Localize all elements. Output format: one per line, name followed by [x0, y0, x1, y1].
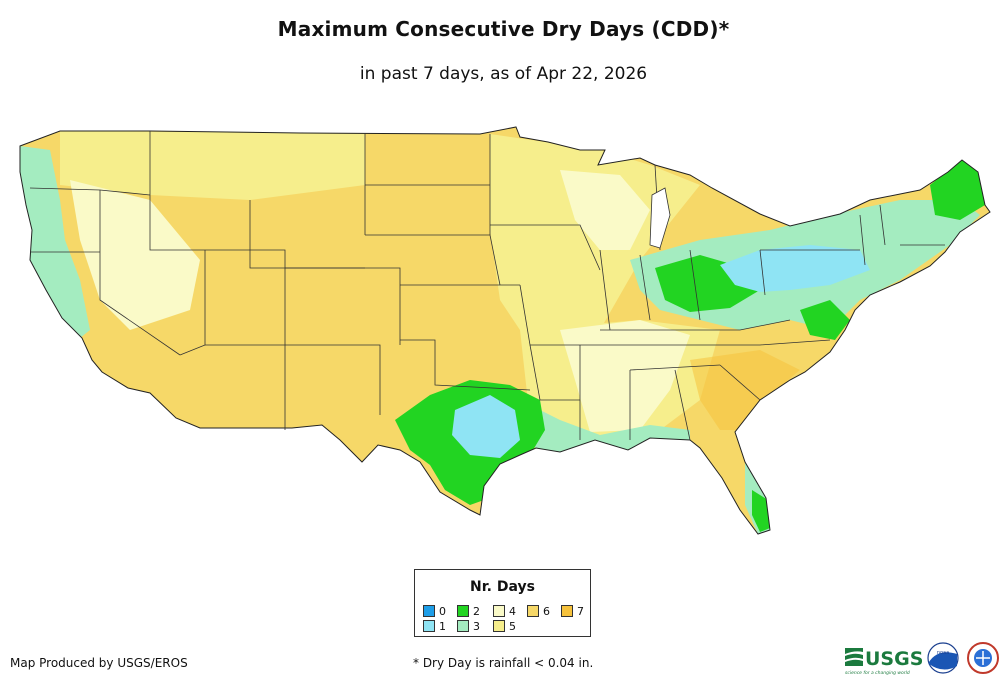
region-cdd-1-central-texas: [452, 395, 520, 458]
region-cdd-1-pennsylvania: [720, 245, 870, 292]
legend-item-1: 1: [423, 620, 446, 633]
region-cdd-2-florida: [752, 490, 770, 532]
region-cdd-4-great-basin: [70, 180, 200, 330]
agency-logos: USGS science for a changing world noaa: [843, 640, 1003, 680]
region-cdd-2-mid-atlantic: [800, 300, 850, 340]
legend-swatch-4: [493, 605, 505, 617]
map-base-region: [20, 127, 990, 534]
us-outline: [19, 126, 991, 535]
usgs-tagline: science for a changing world: [845, 670, 910, 676]
region-cdd-7-southeast: [690, 350, 800, 430]
region-cdd-4-great-lakes: [560, 170, 650, 250]
map-title: Maximum Consecutive Dry Days (CDD)*: [277, 17, 730, 41]
legend-item-0: 0: [423, 605, 446, 618]
legend-item-6: 6: [527, 605, 550, 618]
legend-item-7: 7: [561, 605, 584, 618]
legend-item-5: 5: [493, 620, 516, 633]
national-weather-service-icon: [967, 642, 999, 674]
legend-item-4: 4: [493, 605, 516, 618]
noaa-logo: noaa: [927, 642, 959, 674]
great-lakes: [649, 187, 671, 249]
legend-swatch-7: [561, 605, 573, 617]
legend-swatch-0: [423, 605, 435, 617]
legend-swatch-3: [457, 620, 469, 632]
legend-item-2: 2: [457, 605, 480, 618]
region-cdd-5-north: [60, 131, 365, 200]
legend-swatch-2: [457, 605, 469, 617]
map-legend: Nr. Days 0 1 2 3 4 5 6 7: [414, 569, 591, 637]
legend-swatch-5: [493, 620, 505, 632]
region-cdd-5-upper-midwest: [490, 134, 700, 360]
state-boundaries: [29, 131, 945, 441]
map-credit: Map Produced by USGS/EROS: [10, 656, 188, 670]
dry-day-note: * Dry Day is rainfall < 0.04 in.: [413, 656, 594, 670]
region-cdd-3-pacific-coast: [20, 146, 90, 338]
legend-title: Nr. Days: [470, 579, 535, 595]
region-cdd-4-midsouth: [560, 320, 690, 432]
noaa-wordmark: noaa: [937, 650, 949, 656]
usgs-logo: USGS science for a changing world: [845, 648, 923, 676]
legend-swatch-6: [527, 605, 539, 617]
legend-item-3: 3: [457, 620, 480, 633]
usgs-wordmark: USGS: [865, 648, 923, 670]
legend-swatch-1: [423, 620, 435, 632]
map-subtitle: in past 7 days, as of Apr 22, 2026: [359, 64, 648, 84]
